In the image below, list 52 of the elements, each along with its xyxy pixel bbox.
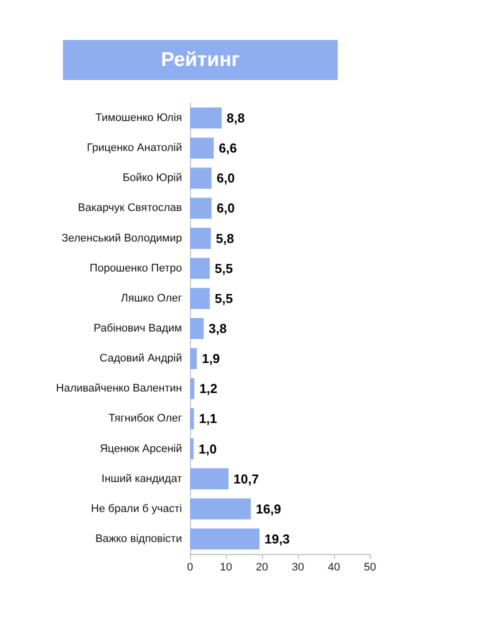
data-label: 8,8 xyxy=(226,110,245,126)
x-tick-label: 0 xyxy=(186,562,194,574)
bar xyxy=(190,198,212,219)
y-tick-label: Яценюк Арсеній xyxy=(100,442,182,455)
y-tick-label: Тимошенко Юлія xyxy=(95,112,182,124)
y-tick-label: Садовий Андрій xyxy=(100,352,182,365)
data-label: 1,0 xyxy=(198,441,217,456)
data-label: 6,0 xyxy=(216,200,235,216)
data-label: 1,9 xyxy=(202,351,220,366)
data-label: 6,0 xyxy=(216,170,235,186)
y-tick-label: Бойко Юрій xyxy=(122,172,182,184)
y-tick-label: Наливайченко Валентин xyxy=(56,382,182,395)
bar xyxy=(190,528,260,550)
y-tick-label: Вакарчук Святослав xyxy=(78,202,182,214)
x-tick-label: 40 xyxy=(328,562,340,574)
x-tick-label: 50 xyxy=(364,562,376,574)
y-tick-label: Тягнибок Олег xyxy=(108,412,182,425)
bar xyxy=(190,168,212,189)
data-label: 16,9 xyxy=(256,501,282,516)
bar xyxy=(190,228,211,249)
bar xyxy=(190,258,210,279)
y-tick-label: Ляшко Олег xyxy=(120,292,182,304)
data-label: 10,7 xyxy=(234,471,259,486)
bar xyxy=(190,438,194,460)
y-tick-label: Гриценко Анатолій xyxy=(86,142,182,154)
bar xyxy=(190,468,229,490)
x-tick-label: 20 xyxy=(256,562,268,574)
bar xyxy=(190,288,210,309)
x-tick-label: 10 xyxy=(220,562,232,574)
y-tick-label: Порошенко Петро xyxy=(90,262,182,274)
data-label: 5,8 xyxy=(216,230,234,246)
chart-title: Рейтинг xyxy=(161,49,240,71)
bar xyxy=(190,318,204,340)
data-label: 5,5 xyxy=(214,260,233,276)
y-tick-label: Не брали б участі xyxy=(91,502,182,515)
y-tick-label: Важко відповісти xyxy=(95,532,182,545)
y-tick-label: Зеленський Володимир xyxy=(62,232,182,244)
bar xyxy=(190,408,194,430)
data-label: 19,3 xyxy=(264,531,290,546)
y-tick-label: Інший кандидат xyxy=(102,472,182,485)
data-label: 3,8 xyxy=(208,321,227,336)
bar xyxy=(190,108,222,129)
x-tick-label: 30 xyxy=(292,562,304,574)
bar xyxy=(190,378,194,400)
data-label: 1,2 xyxy=(199,381,218,396)
data-label: 1,1 xyxy=(198,411,218,426)
data-label: 6,6 xyxy=(218,140,237,156)
data-label: 5,5 xyxy=(214,290,233,306)
bar xyxy=(190,498,251,520)
y-tick-label: Рабінович Вадим xyxy=(94,322,182,334)
bar xyxy=(190,138,214,159)
bar xyxy=(190,348,197,370)
